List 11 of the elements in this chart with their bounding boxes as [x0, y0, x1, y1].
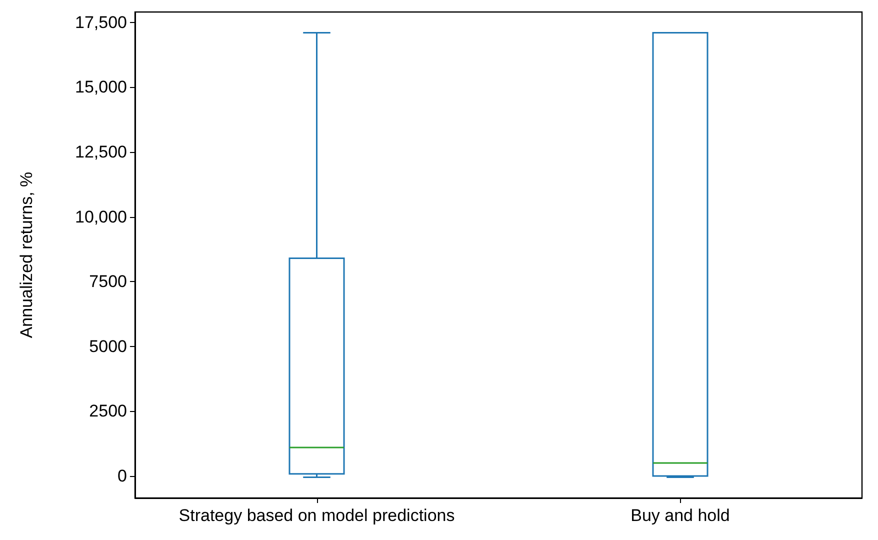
y-tick-label: 10,000 [75, 207, 127, 226]
x-tick-label: Buy and hold [630, 506, 730, 525]
y-tick-label: 15,000 [75, 78, 127, 97]
y-tick-label: 5000 [89, 336, 127, 356]
x-tick-label: Strategy based on model predictions [178, 506, 455, 525]
y-axis-title: Annualized returns, % [17, 172, 36, 338]
y-tick-label: 0 [118, 466, 127, 486]
y-tick-label: 2500 [89, 402, 127, 421]
y-tick-label: 12,500 [75, 142, 127, 162]
y-tick-label: 7500 [89, 272, 127, 292]
y-tick-label: 17,500 [75, 12, 127, 32]
